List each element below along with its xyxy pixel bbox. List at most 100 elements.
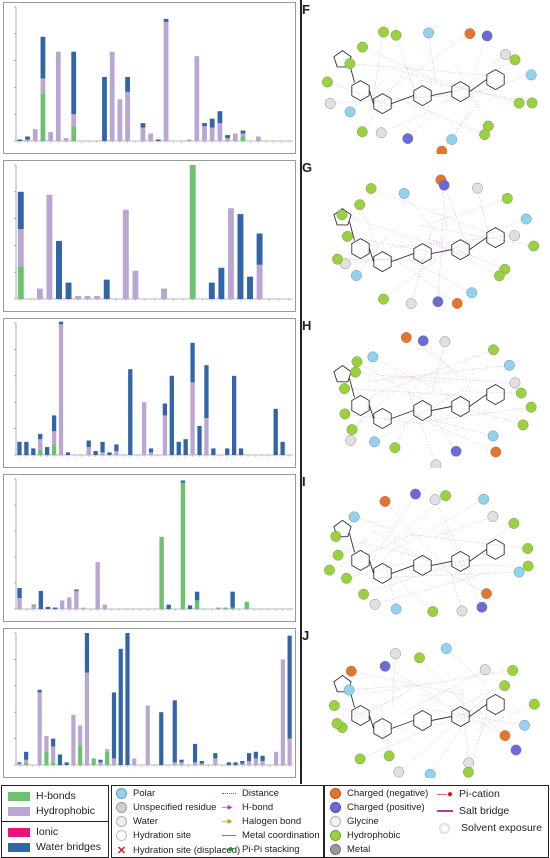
bar-water [38, 433, 43, 440]
bar-hydrophobic [179, 762, 184, 765]
residue-node [324, 98, 336, 109]
interaction-line [356, 361, 450, 417]
legend-pipi: –● Pi-Pi stacking [222, 844, 300, 855]
interaction-line [446, 648, 487, 686]
residue-node [400, 332, 412, 343]
bar-water [208, 282, 215, 299]
bar-water [24, 441, 29, 455]
bar-hydrophobic [95, 562, 100, 609]
interaction-line [384, 666, 441, 701]
ligand-bond [431, 716, 452, 721]
bar-water [25, 136, 30, 140]
chart-svg-g [14, 164, 293, 301]
legend-hbonds-label: H-bonds [36, 790, 76, 802]
bar-water [202, 123, 207, 127]
ligand-ring [486, 69, 505, 91]
interaction-line [391, 375, 516, 384]
interaction-line [354, 516, 394, 530]
interaction-line [373, 349, 494, 396]
bar-water [17, 588, 22, 599]
interaction-line [329, 533, 414, 571]
legend-charged-neg: Charged (negative) [330, 788, 428, 799]
bar-water [166, 604, 171, 609]
water-icon [116, 816, 127, 827]
interaction-line [371, 188, 485, 233]
residue-node [513, 566, 525, 578]
ligand-bond [369, 90, 374, 104]
bar-water [56, 240, 62, 299]
interaction-line [418, 406, 532, 423]
interaction-line [470, 700, 517, 751]
ligand-ring [373, 93, 392, 115]
residue-node [332, 253, 343, 265]
ligand-bond [391, 720, 414, 729]
ligand-bond [369, 248, 374, 262]
interaction-line [372, 356, 471, 407]
residue-node [339, 383, 350, 395]
distance-line-icon [222, 793, 236, 794]
interaction-line [417, 79, 533, 104]
residue-node [488, 344, 499, 356]
ligand-ring [351, 80, 370, 102]
residue-node [344, 58, 356, 69]
interaction-line [375, 33, 471, 99]
residue-node [510, 744, 522, 756]
bar-water [37, 689, 42, 693]
bar-water [209, 118, 215, 128]
legend-separator [2, 821, 108, 822]
ligand-ring [413, 243, 432, 265]
charged-negative-icon [330, 788, 341, 799]
residue-node [324, 564, 335, 576]
bar-hbond [24, 762, 29, 765]
interaction-line [461, 689, 469, 763]
bar-hydrophobic [55, 51, 61, 141]
residue-node [509, 54, 521, 66]
residue-node [378, 293, 389, 305]
bar-hydrophobic [122, 209, 129, 299]
bar-hydrophobic [163, 21, 169, 141]
legend-unspecified-label: Unspecified residue [133, 802, 217, 813]
panel-divider [300, 158, 302, 316]
interaction-line [344, 413, 426, 425]
interaction-line [474, 35, 488, 71]
interaction-line [345, 257, 395, 264]
interaction-line [410, 229, 433, 304]
bar-hydrophobic [46, 194, 53, 299]
residue-node [479, 129, 491, 141]
bar-water [118, 648, 123, 765]
ligand-ring [413, 709, 432, 732]
bar-hydrophobic [75, 296, 82, 299]
chart-svg-h [14, 321, 293, 457]
bar-water [57, 754, 63, 765]
residue-node [423, 27, 435, 39]
interaction-line [406, 337, 470, 381]
bar-water [40, 36, 46, 79]
residue-node [463, 757, 475, 769]
bar-hydrophobic [74, 590, 79, 609]
bar-hydrophobic [59, 600, 65, 609]
ligand-bond [391, 410, 414, 419]
bar-hydrophobic [255, 136, 261, 141]
interaction-line [395, 35, 419, 103]
residue-node [429, 494, 441, 506]
salt-bridge-line-icon [437, 810, 453, 812]
bar-hydrophobic [71, 114, 77, 127]
legend-glycine: Glycine [330, 816, 379, 827]
bar-hydrophobic [109, 51, 115, 141]
bar-hydrophobic [67, 597, 72, 609]
interaction-line [478, 703, 535, 729]
residue-node [493, 270, 505, 282]
interaction-line [337, 258, 437, 261]
interaction-line [414, 385, 457, 452]
interaction-line [394, 96, 485, 135]
bar-hbond [71, 126, 77, 141]
bar-hbond [230, 607, 235, 609]
legend-hydration-site: Hydration site [116, 830, 191, 841]
bar-hydrophobic [287, 738, 292, 765]
bar-hydrophobic [192, 762, 198, 765]
legend-distance: Distance [222, 788, 279, 799]
residue-node [450, 445, 462, 457]
bar-hydrophobic [190, 382, 195, 455]
bar-hydrophobic [24, 759, 29, 763]
ligand-ring [486, 693, 505, 716]
